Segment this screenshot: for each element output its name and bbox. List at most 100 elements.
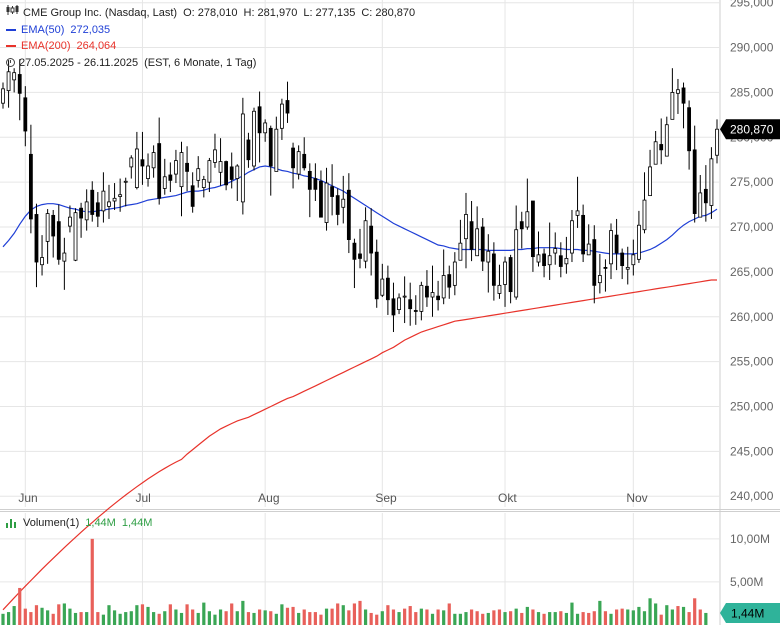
candle-body: [263, 122, 268, 134]
volume-bar: [79, 612, 83, 625]
volume-legend-label: Volumen(1): [23, 517, 80, 529]
candle-body: [112, 197, 117, 202]
volume-bar: [654, 603, 658, 625]
volume-bar: [430, 613, 435, 625]
candle-body: [369, 225, 374, 254]
candle-body: [17, 74, 22, 94]
volume-bar: [469, 609, 474, 625]
candle: [486, 234, 491, 293]
month-label: Okt: [498, 491, 517, 505]
volume-bar: [185, 604, 189, 625]
candle: [229, 152, 234, 189]
volume-bar: [676, 606, 680, 625]
candle: [201, 175, 206, 198]
candle: [491, 242, 496, 301]
candle: [464, 192, 468, 269]
candle-body: [341, 198, 346, 208]
candle-body: [68, 216, 72, 227]
chart-legend: CME Group Inc. (Nasdaq, Last) O: 278,010…: [6, 5, 415, 71]
volume-bar: [252, 612, 256, 625]
volume-bar: [553, 612, 557, 625]
candle: [335, 188, 340, 226]
candle-body: [491, 253, 496, 286]
volume-bars: [1, 538, 708, 625]
candle-body: [681, 87, 686, 104]
month-axis: Jun Jul Aug Sep Okt Nov: [18, 0, 648, 625]
candle: [542, 248, 546, 278]
volume-bar: [263, 610, 267, 625]
candle: [676, 78, 680, 114]
volume-tick-label: 5,00M: [730, 575, 763, 589]
volume-bar: [230, 603, 234, 625]
volume-bar: [352, 603, 357, 625]
candle: [107, 184, 111, 219]
volume-bar: [308, 612, 312, 625]
legend-period: 27.05.2025 - 26.11.2025: [19, 56, 139, 69]
candle-body: [101, 190, 106, 212]
candle: [670, 68, 675, 120]
candle-body: [631, 254, 636, 266]
volume-bar: [6, 612, 11, 625]
volume-bar: [442, 610, 446, 625]
candle-body: [637, 224, 641, 260]
candle: [213, 133, 217, 168]
volume-bar: [363, 609, 368, 625]
candle-body: [107, 201, 111, 207]
candle-body: [564, 258, 569, 265]
volume-bar: [202, 602, 206, 625]
candle-body: [157, 143, 162, 199]
candle: [648, 149, 652, 197]
candle-body: [335, 195, 340, 215]
candle: [68, 205, 72, 233]
last-price-marker: [720, 119, 780, 140]
candle: [319, 170, 323, 218]
candle: [642, 172, 647, 234]
candle: [79, 202, 83, 238]
candle-body: [302, 153, 307, 169]
volume-bar: [514, 608, 518, 625]
candle: [224, 160, 229, 191]
legend-close: C: 280,870: [361, 7, 416, 19]
candle: [179, 141, 184, 217]
candle-body: [190, 185, 195, 207]
volume-bar: [525, 606, 529, 625]
candle: [146, 153, 150, 187]
volume-bar: [51, 613, 55, 625]
candle: [313, 163, 318, 202]
candle-body: [614, 234, 619, 254]
legend-period-detail: (EST, 6 Monate, 1 Tag): [144, 56, 257, 69]
legend-ema50-label: EMA(50): [21, 23, 65, 36]
candle-body: [45, 213, 50, 242]
candle: [274, 116, 279, 172]
candle: [458, 219, 463, 261]
candle-body: [687, 107, 692, 152]
candle-body: [358, 253, 362, 259]
candle-body: [609, 230, 613, 265]
volume-bar: [520, 612, 524, 625]
volume-bar: [191, 609, 195, 625]
candle: [23, 86, 28, 147]
candle: [157, 117, 162, 205]
candle: [586, 224, 591, 256]
volume-bar: [285, 607, 290, 625]
volume-bar: [414, 612, 418, 625]
volume-bar: [503, 612, 507, 625]
volume-bar: [218, 609, 223, 625]
volume-bar: [609, 613, 613, 625]
candle-body: [324, 182, 329, 223]
candle-body: [581, 214, 586, 255]
candle: [374, 239, 379, 308]
candle: [218, 138, 223, 186]
candle: [190, 172, 195, 213]
candle: [280, 98, 284, 140]
volume-bar: [23, 608, 27, 625]
volume-bar: [235, 611, 239, 625]
month-label: Nov: [626, 491, 647, 505]
volume-bar: [681, 606, 686, 625]
volume-bar: [492, 610, 496, 625]
candle-body: [464, 214, 468, 240]
candle-body: [408, 299, 413, 310]
candle-body: [664, 124, 669, 157]
candle: [436, 280, 440, 311]
